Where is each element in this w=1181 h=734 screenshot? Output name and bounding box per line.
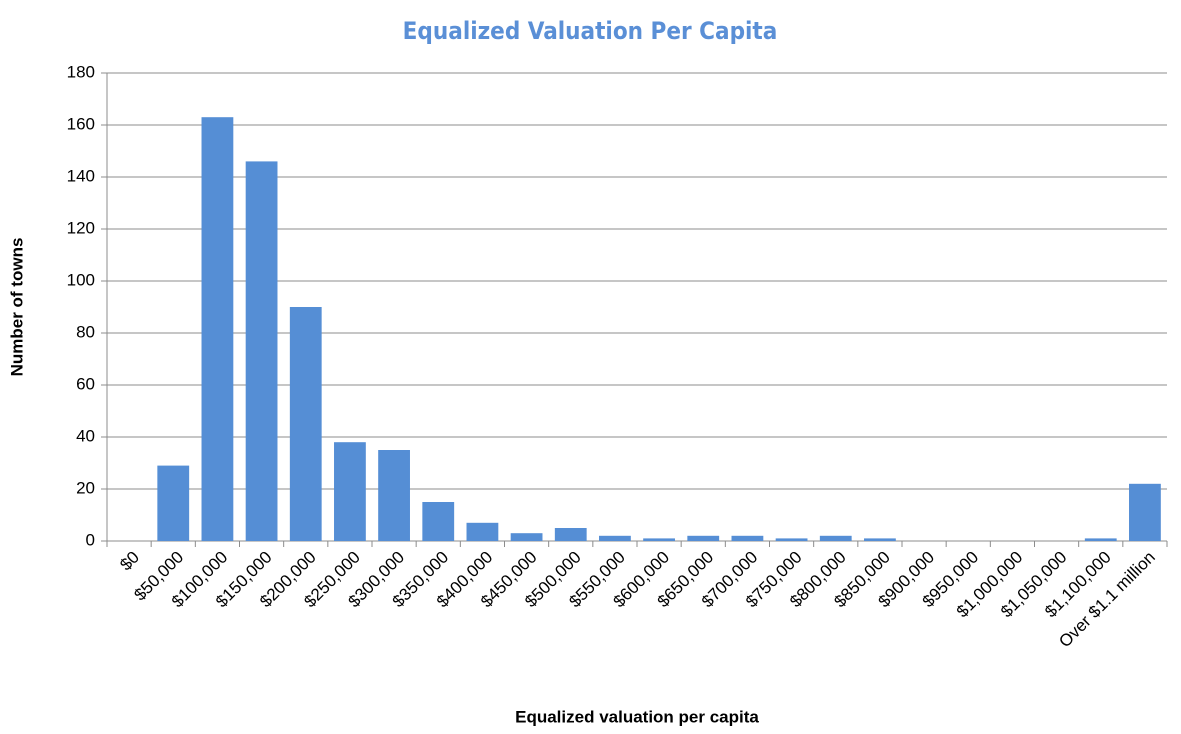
bar bbox=[599, 535, 631, 541]
bar bbox=[157, 465, 190, 541]
bar bbox=[819, 535, 852, 541]
bar bbox=[289, 307, 322, 541]
x-tick-label: $0 bbox=[116, 548, 143, 575]
chart-title: Equalized Valuation Per Capita bbox=[403, 17, 778, 45]
bar bbox=[245, 161, 278, 541]
bar bbox=[466, 522, 499, 541]
y-tick-label: 0 bbox=[86, 530, 95, 549]
bar bbox=[422, 502, 455, 541]
y-tick-label: 180 bbox=[67, 62, 95, 81]
bar bbox=[1084, 538, 1117, 541]
x-axis-title: Equalized valuation per capita bbox=[515, 707, 759, 726]
bar bbox=[864, 538, 896, 541]
bar bbox=[731, 535, 764, 541]
y-tick-label: 40 bbox=[76, 426, 95, 445]
bar bbox=[201, 117, 234, 541]
bar bbox=[378, 450, 410, 541]
y-tick-label: 120 bbox=[67, 218, 95, 237]
y-axis-title: Number of towns bbox=[7, 238, 26, 377]
y-tick-label: 20 bbox=[76, 478, 95, 497]
y-tick-label: 100 bbox=[67, 270, 95, 289]
bar bbox=[687, 535, 720, 541]
bar bbox=[510, 533, 543, 541]
y-tick-label: 80 bbox=[76, 322, 95, 341]
y-tick-label: 140 bbox=[67, 166, 95, 185]
bar bbox=[775, 538, 808, 541]
bar bbox=[334, 442, 366, 541]
bar bbox=[1129, 483, 1161, 541]
y-tick-label: 160 bbox=[67, 114, 95, 133]
bar bbox=[643, 538, 675, 541]
y-tick-label: 60 bbox=[76, 374, 95, 393]
bar bbox=[554, 528, 587, 541]
